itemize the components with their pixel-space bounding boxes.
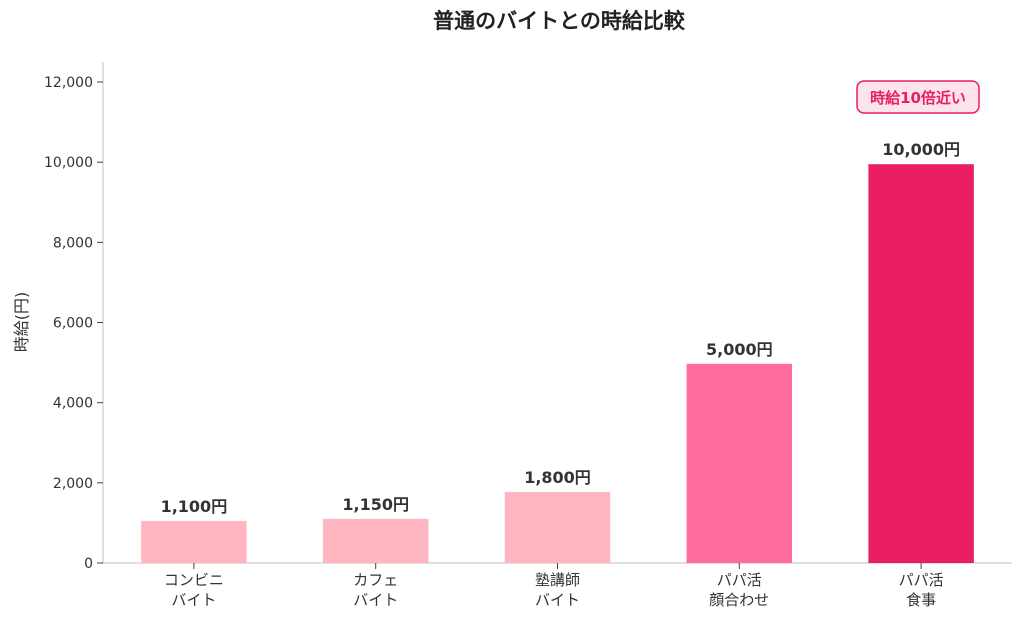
bar [504, 492, 611, 563]
y-ticks: 0 2,000 4,000 6,000 8,000 10,000 12,000 [44, 75, 103, 572]
data-label: 1,100円 [161, 497, 228, 516]
y-tick-label: 4,000 [53, 396, 93, 412]
data-label: 10,000円 [882, 140, 960, 159]
bar [322, 518, 429, 563]
y-tick-label: 2,000 [53, 476, 93, 492]
y-axis-label: 時給(円) [12, 292, 31, 353]
x-tick-label: 食事 [906, 591, 936, 609]
annotation-badge: 時給10倍近い [856, 80, 980, 114]
x-tick-label: 顔合わせ [709, 591, 769, 609]
y-tick-label: 6,000 [53, 316, 93, 332]
annotation-badge-text: 時給10倍近い [870, 89, 966, 107]
x-tick-label: パパ活 [717, 571, 762, 589]
x-tick-label: バイト [353, 591, 398, 609]
x-tick-label: パパ活 [899, 571, 944, 589]
x-tick-label: コンビニ [164, 571, 224, 589]
y-tick-label: 10,000 [44, 155, 93, 171]
x-tick-label: カフェ [353, 571, 398, 589]
chart-title: 普通のバイトとの時給比較 [433, 9, 686, 33]
y-tick-label: 8,000 [53, 235, 93, 251]
y-tick-label: 0 [84, 556, 93, 572]
x-tick-label: 塾講師 [535, 571, 580, 589]
data-label: 1,150円 [342, 495, 409, 514]
bar [868, 164, 974, 564]
bar [141, 520, 247, 563]
annotation-badge-box [856, 80, 980, 114]
bar [686, 363, 793, 563]
y-tick-label: 12,000 [44, 75, 93, 91]
data-labels: 1,100円 1,150円 1,800円 5,000円 10,000円 [161, 140, 960, 516]
data-label: 1,800円 [524, 468, 591, 487]
x-tick-label: バイト [171, 591, 216, 609]
bars [141, 164, 974, 564]
x-tick-label: バイト [535, 591, 580, 609]
data-label: 5,000円 [706, 340, 773, 359]
